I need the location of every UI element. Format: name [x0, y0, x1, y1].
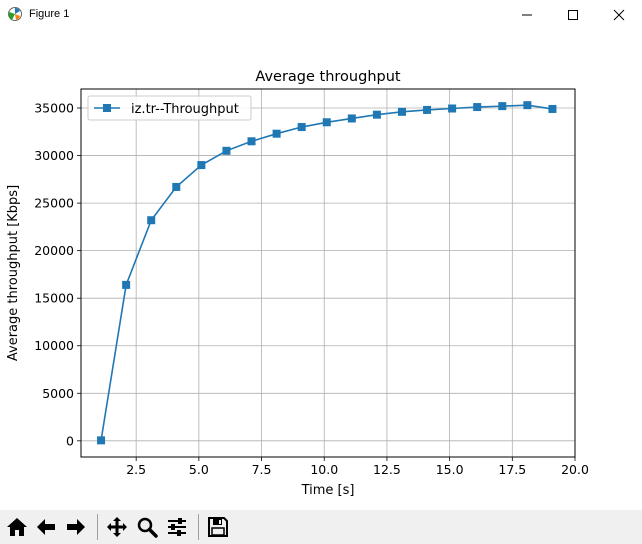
x-tick-label: 20.0 — [561, 462, 589, 477]
toolbar-separator — [198, 514, 199, 540]
home-button[interactable] — [4, 514, 30, 540]
x-tick-label: 12.5 — [373, 462, 401, 477]
configure-subplots-button[interactable] — [164, 514, 190, 540]
y-axis-label: Average throughput [Kbps] — [6, 185, 21, 361]
data-point-marker — [297, 123, 306, 132]
y-tick-label: 20000 — [34, 243, 74, 258]
chart-title: Average throughput — [255, 69, 401, 85]
y-tick-label: 5000 — [42, 386, 74, 401]
chart: 2.5 5.0 7.5 10.0 12.5 15.0 17.5 20.0 0 5000 10000… — [0, 30, 642, 510]
maximize-icon — [568, 10, 578, 20]
data-point-marker — [423, 105, 432, 114]
data-point-marker — [122, 280, 131, 289]
y-tick-label: 15000 — [34, 291, 74, 306]
axes-frame — [80, 88, 576, 458]
back-button[interactable] — [33, 514, 59, 540]
x-tick-label: 17.5 — [498, 462, 526, 477]
data-point-marker — [197, 161, 206, 170]
data-point-marker — [347, 114, 356, 123]
home-icon — [7, 518, 27, 536]
x-tick-label: 2.5 — [126, 462, 146, 477]
x-tick-label: 15.0 — [436, 462, 464, 477]
configure-subplots-icon — [168, 518, 186, 536]
data-point-marker — [147, 216, 156, 225]
figure-canvas[interactable]: 2.5 5.0 7.5 10.0 12.5 15.0 17.5 20.0 0 5000 10000… — [0, 30, 642, 510]
data-point-marker — [448, 104, 457, 113]
forward-arrow-icon — [67, 519, 85, 535]
legend-marker-swatch — [103, 104, 111, 112]
x-tick-label: 5.0 — [189, 462, 209, 477]
x-tick-label: 10.0 — [310, 462, 338, 477]
data-point-marker — [322, 118, 331, 127]
data-point-marker — [172, 182, 181, 191]
forward-button[interactable] — [63, 514, 89, 540]
data-point-marker — [397, 107, 406, 116]
data-point-marker — [272, 129, 281, 138]
data-point-marker — [548, 104, 557, 113]
pan-button[interactable] — [104, 514, 130, 540]
data-point-marker — [97, 436, 106, 445]
close-icon — [613, 9, 625, 21]
window-titlebar: Figure 1 — [0, 0, 642, 30]
y-tick-label: 35000 — [34, 101, 74, 116]
save-button[interactable] — [205, 514, 231, 540]
y-tick-label: 10000 — [34, 338, 74, 353]
minimize-icon — [522, 14, 532, 16]
legend: iz.tr--Throughput — [87, 95, 252, 121]
data-point-marker — [498, 102, 507, 111]
legend-box — [87, 95, 252, 121]
y-tick-label: 25000 — [34, 196, 74, 211]
x-axis-label: Time [s] — [301, 483, 355, 498]
zoom-button[interactable] — [134, 514, 160, 540]
data-point-marker — [247, 137, 256, 146]
data-point-marker — [222, 146, 231, 155]
y-tick-label: 0 — [66, 433, 74, 448]
data-point-marker — [523, 101, 532, 110]
toolbar-separator — [97, 514, 98, 540]
pan-icon — [107, 517, 127, 537]
x-tick-label: 7.5 — [252, 462, 272, 477]
data-point-marker — [372, 110, 381, 119]
minimize-button[interactable] — [504, 0, 550, 30]
y-tick-label: 30000 — [34, 148, 74, 163]
window-title: Figure 1 — [29, 8, 70, 20]
navigation-toolbar — [0, 510, 642, 544]
close-button[interactable] — [596, 0, 642, 30]
save-icon — [208, 517, 228, 537]
maximize-button[interactable] — [550, 0, 596, 30]
back-arrow-icon — [37, 519, 55, 535]
legend-entry: iz.tr--Throughput — [131, 102, 239, 117]
data-point-marker — [473, 103, 482, 112]
matplotlib-icon — [7, 6, 23, 22]
zoom-icon — [137, 517, 158, 538]
